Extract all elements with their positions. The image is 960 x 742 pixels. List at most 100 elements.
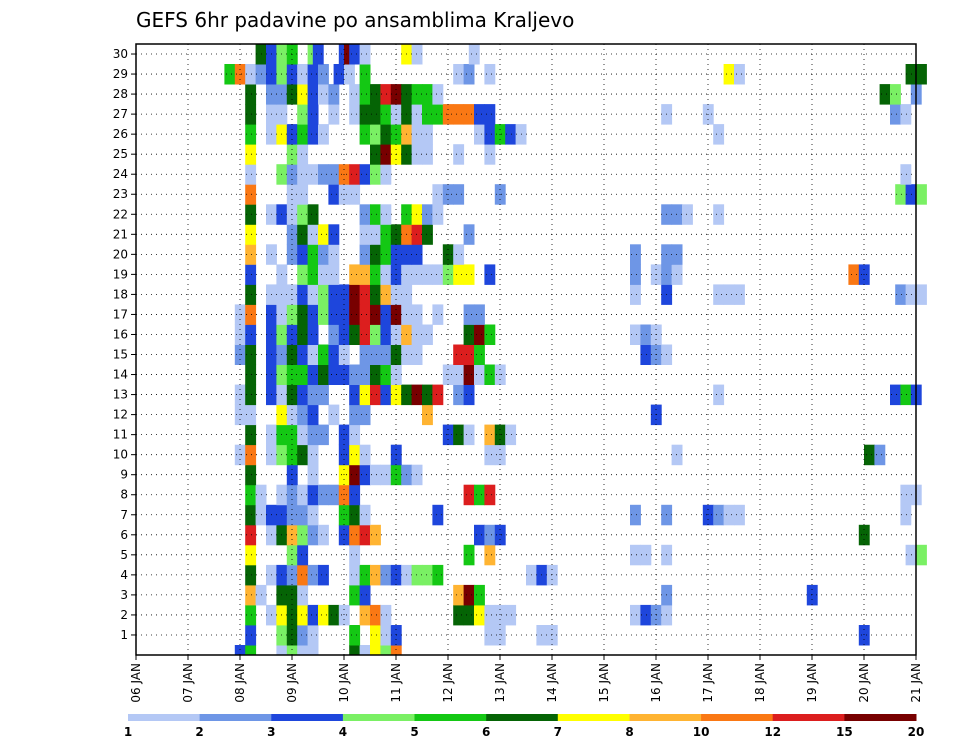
heatmap-cell bbox=[432, 104, 444, 125]
heatmap-cell bbox=[484, 124, 496, 145]
colorbar-tick-label: 8 bbox=[625, 725, 633, 739]
heatmap-cell bbox=[380, 264, 392, 285]
heatmap-cell bbox=[370, 104, 381, 125]
heatmap-cell bbox=[380, 604, 392, 626]
y-tick-label: 10 bbox=[113, 448, 128, 462]
heatmap-cell bbox=[390, 645, 402, 656]
y-tick-label: 27 bbox=[113, 107, 128, 121]
heatmap-cell bbox=[245, 564, 257, 586]
heatmap-cell bbox=[380, 344, 392, 365]
y-tick-label: 7 bbox=[120, 508, 128, 522]
heatmap-cell bbox=[328, 344, 340, 365]
heatmap-cell bbox=[297, 444, 309, 466]
heatmap-cell bbox=[245, 645, 257, 656]
colorbar-tick-label: 10 bbox=[693, 725, 710, 739]
heatmap-cell bbox=[723, 64, 735, 85]
heatmap-cell bbox=[453, 184, 465, 205]
heatmap-cell bbox=[318, 224, 329, 245]
heatmap-cell bbox=[453, 64, 465, 85]
heatmap-cell bbox=[297, 584, 309, 606]
heatmap-cell bbox=[370, 645, 381, 656]
heatmap-cell bbox=[453, 264, 465, 285]
heatmap-cell bbox=[453, 364, 465, 385]
heatmap-cell bbox=[463, 64, 475, 85]
heatmap-cell bbox=[307, 524, 319, 546]
heatmap-cell bbox=[307, 625, 319, 646]
heatmap-cell bbox=[640, 324, 652, 345]
heatmap-cell bbox=[422, 144, 433, 165]
heatmap-cell bbox=[245, 444, 257, 466]
colorbar-tick-label: 2 bbox=[195, 725, 203, 739]
chart-title: GEFS 6hr padavine po ansamblima Kraljevo bbox=[136, 8, 574, 32]
heatmap-cell bbox=[895, 284, 907, 305]
heatmap-cell bbox=[864, 444, 875, 466]
heatmap-cell bbox=[463, 364, 475, 385]
heatmap-cell bbox=[916, 284, 927, 305]
y-tick-label: 11 bbox=[113, 428, 128, 442]
x-tick-label: 11 JAN bbox=[389, 663, 403, 703]
heatmap-cell bbox=[307, 104, 319, 125]
heatmap-cell bbox=[297, 124, 309, 145]
y-tick-label: 24 bbox=[113, 167, 128, 181]
heatmap-cell bbox=[380, 364, 392, 385]
heatmap-cell bbox=[359, 304, 371, 325]
heatmap-cell bbox=[474, 584, 485, 606]
heatmap-cell bbox=[411, 144, 423, 165]
heatmap-cell bbox=[307, 244, 319, 265]
heatmap-cell bbox=[380, 464, 392, 486]
heatmap-cell bbox=[411, 84, 423, 105]
heatmap-cell bbox=[734, 284, 745, 305]
heatmap-cell bbox=[432, 184, 444, 205]
heatmap-cell bbox=[713, 384, 725, 406]
heatmap-cell bbox=[349, 164, 361, 185]
x-tick-label: 19 JAN bbox=[805, 663, 819, 703]
heatmap-cell bbox=[359, 284, 371, 305]
heatmap-cell bbox=[359, 64, 371, 85]
heatmap-cell bbox=[916, 64, 927, 85]
heatmap-cell bbox=[349, 364, 361, 385]
heatmap-cell bbox=[359, 324, 371, 345]
heatmap-cell bbox=[297, 404, 309, 426]
heatmap-cell bbox=[307, 484, 319, 506]
heatmap-cell bbox=[505, 424, 517, 446]
heatmap-cell bbox=[370, 84, 381, 105]
heatmap-cell bbox=[286, 524, 298, 546]
heatmap-cell bbox=[900, 384, 912, 406]
heatmap-cell bbox=[422, 404, 433, 426]
x-tick-label: 13 JAN bbox=[493, 663, 507, 703]
colorbar-tick-label: 15 bbox=[836, 725, 853, 739]
heatmap-cell bbox=[286, 544, 298, 566]
colorbar-swatch bbox=[271, 714, 344, 721]
heatmap-cell bbox=[474, 304, 485, 325]
heatmap-cell bbox=[671, 444, 683, 466]
heatmap-cell bbox=[890, 84, 901, 105]
heatmap-cell bbox=[349, 284, 361, 305]
heatmap-cell bbox=[411, 324, 423, 345]
heatmap-cell bbox=[318, 244, 329, 265]
heatmap-cell bbox=[370, 384, 381, 406]
y-tick-label: 4 bbox=[120, 568, 128, 582]
heatmap-cell bbox=[349, 444, 361, 466]
heatmap-cell bbox=[411, 264, 423, 285]
colorbar-tick-label: 20 bbox=[908, 725, 925, 739]
heatmap-cell bbox=[286, 584, 298, 606]
heatmap-cell bbox=[474, 364, 485, 385]
colorbar-swatch bbox=[557, 714, 630, 721]
heatmap-cell bbox=[359, 364, 371, 385]
heatmap-cell bbox=[318, 484, 329, 506]
heatmap-cell bbox=[245, 224, 257, 245]
heatmap-cell bbox=[328, 324, 340, 345]
heatmap-cell bbox=[370, 144, 381, 165]
heatmap-cell bbox=[328, 404, 340, 426]
heatmap-cell bbox=[422, 124, 433, 145]
heatmap-cell bbox=[432, 384, 444, 406]
colorbar-tick-label: 4 bbox=[339, 725, 347, 739]
heatmap-cell bbox=[874, 444, 886, 466]
heatmap-cell bbox=[312, 44, 324, 65]
heatmap-cell bbox=[318, 564, 329, 586]
colorbar-tick-label: 7 bbox=[554, 725, 562, 739]
heatmap-cell bbox=[338, 604, 350, 626]
heatmap-cell bbox=[307, 444, 319, 466]
heatmap-cell bbox=[380, 645, 392, 656]
